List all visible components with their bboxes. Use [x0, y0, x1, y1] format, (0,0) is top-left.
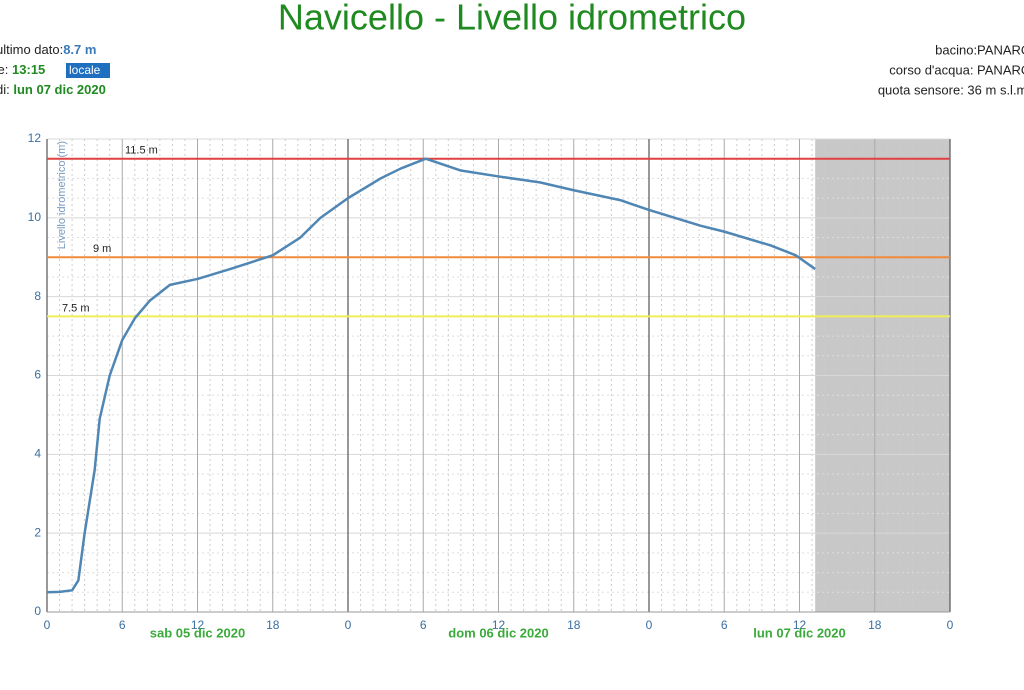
x-tick-label: 0: [44, 618, 51, 632]
badge: locale: [69, 63, 101, 77]
threshold-label: 7.5 m: [62, 302, 90, 314]
basin: bacino:PANARO: [935, 42, 1024, 57]
label: ore:: [0, 62, 8, 77]
value: 8.7 m: [63, 42, 96, 57]
label: ultimo dato:: [0, 42, 63, 57]
x-tick-label: 12: [191, 618, 205, 632]
x-tick-label: 18: [567, 618, 581, 632]
y-tick-label: 6: [34, 368, 41, 382]
day-label: lun 07 dic 2020: [753, 625, 846, 640]
y-axis-label: Livello idrometrico (m): [56, 141, 68, 249]
day-label: dom 06 dic 2020: [448, 625, 548, 640]
x-tick-label: 12: [793, 618, 807, 632]
x-tick-label: 6: [119, 618, 126, 632]
plot: 0 2 4 6 8 10 12 0 6 12 18 0 6 12 18 0 6 12 18 0 sab 05 dic 2…: [28, 131, 954, 640]
x-tick-label: 6: [721, 618, 728, 632]
badge-bg: [66, 63, 110, 78]
river: corso d'acqua: PANARO: [889, 62, 1024, 77]
last-data: ultimo dato:8.7 m: [0, 42, 96, 57]
x-tick-label: 18: [868, 618, 882, 632]
threshold-label: 11.5 m: [125, 145, 158, 157]
y-tick-label: 2: [34, 525, 41, 539]
series-line: [46, 157, 816, 594]
x-tick-label: 0: [646, 618, 653, 632]
value: 13:15: [12, 62, 45, 77]
day-label: sab 05 dic 2020: [150, 625, 245, 640]
x-tick-label: 0: [345, 618, 352, 632]
altitude: quota sensore: 36 m s.l.m.: [878, 82, 1024, 97]
value: lun 07 dic 2020: [13, 82, 106, 97]
label: di:: [0, 82, 10, 97]
y-tick-label: 4: [34, 447, 41, 461]
y-tick-label: 12: [28, 131, 42, 145]
x-tick-label: 0: [947, 618, 954, 632]
x-tick-label: 12: [492, 618, 506, 632]
last-date: di: lun 07 dic 2020: [0, 82, 106, 97]
page-title: Navicello - Livello idrometrico: [278, 0, 746, 38]
threshold-label: 9 m: [93, 243, 111, 255]
x-tick-label: 18: [266, 618, 280, 632]
y-tick-label: 10: [28, 210, 42, 224]
y-tick-label: 0: [34, 604, 41, 618]
x-tick-label: 6: [420, 618, 427, 632]
y-tick-label: 8: [34, 289, 41, 303]
last-time: ore: 13:15: [0, 62, 45, 77]
